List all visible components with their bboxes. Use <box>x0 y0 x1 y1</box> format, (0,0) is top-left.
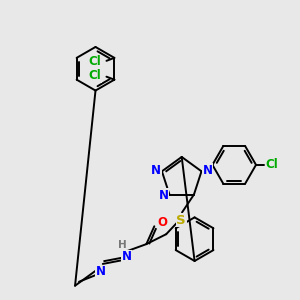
Text: Cl: Cl <box>88 69 101 82</box>
Text: N: N <box>158 189 169 202</box>
Text: Cl: Cl <box>266 158 278 171</box>
Text: S: S <box>176 214 186 227</box>
Text: O: O <box>157 216 167 229</box>
Text: N: N <box>96 266 106 278</box>
Text: N: N <box>202 164 212 177</box>
Text: N: N <box>151 164 161 177</box>
Text: H: H <box>118 240 127 250</box>
Text: N: N <box>122 250 132 263</box>
Text: Cl: Cl <box>88 55 101 68</box>
